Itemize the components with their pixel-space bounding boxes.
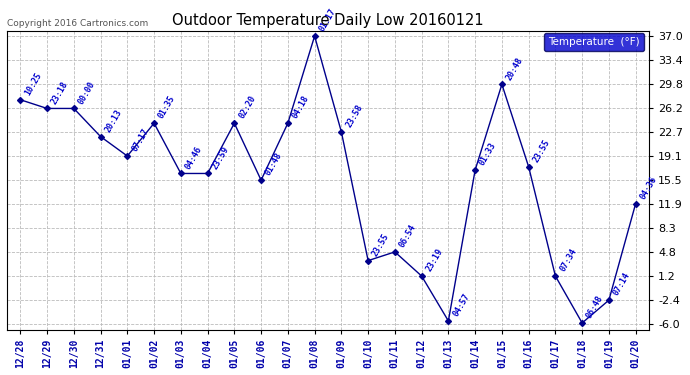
Text: 07:14: 07:14 [611,271,632,297]
Text: 06:48: 06:48 [585,294,605,320]
Text: 07:34: 07:34 [558,247,578,273]
Text: 23:18: 23:18 [50,80,70,106]
Text: 00:00: 00:00 [77,80,97,106]
Text: 23:58: 23:58 [344,103,364,129]
Text: 23:59: 23:59 [210,144,230,171]
Text: 02:20: 02:20 [237,94,257,120]
Text: 20:13: 20:13 [104,108,124,134]
Title: Outdoor Temperature Daily Low 20160121: Outdoor Temperature Daily Low 20160121 [172,13,484,28]
Text: 23:55: 23:55 [531,138,552,164]
Text: 04:46: 04:46 [184,144,204,171]
Text: 01:33: 01:33 [478,141,498,167]
Text: 06:54: 06:54 [397,223,418,249]
Legend: Temperature  (°F): Temperature (°F) [544,33,644,51]
Text: 01:17: 01:17 [317,7,337,33]
Text: 04:57: 04:57 [451,292,471,318]
Text: 04:18: 04:18 [290,94,311,120]
Text: 04:36: 04:36 [638,175,659,201]
Text: 01:35: 01:35 [157,94,177,120]
Text: 20:48: 20:48 [504,56,525,81]
Text: 01:48: 01:48 [264,151,284,177]
Text: 23:19: 23:19 [424,247,444,273]
Text: 10:25: 10:25 [23,71,43,97]
Text: 23:55: 23:55 [371,232,391,258]
Text: Copyright 2016 Cartronics.com: Copyright 2016 Cartronics.com [7,19,148,28]
Text: 07:17: 07:17 [130,127,150,153]
